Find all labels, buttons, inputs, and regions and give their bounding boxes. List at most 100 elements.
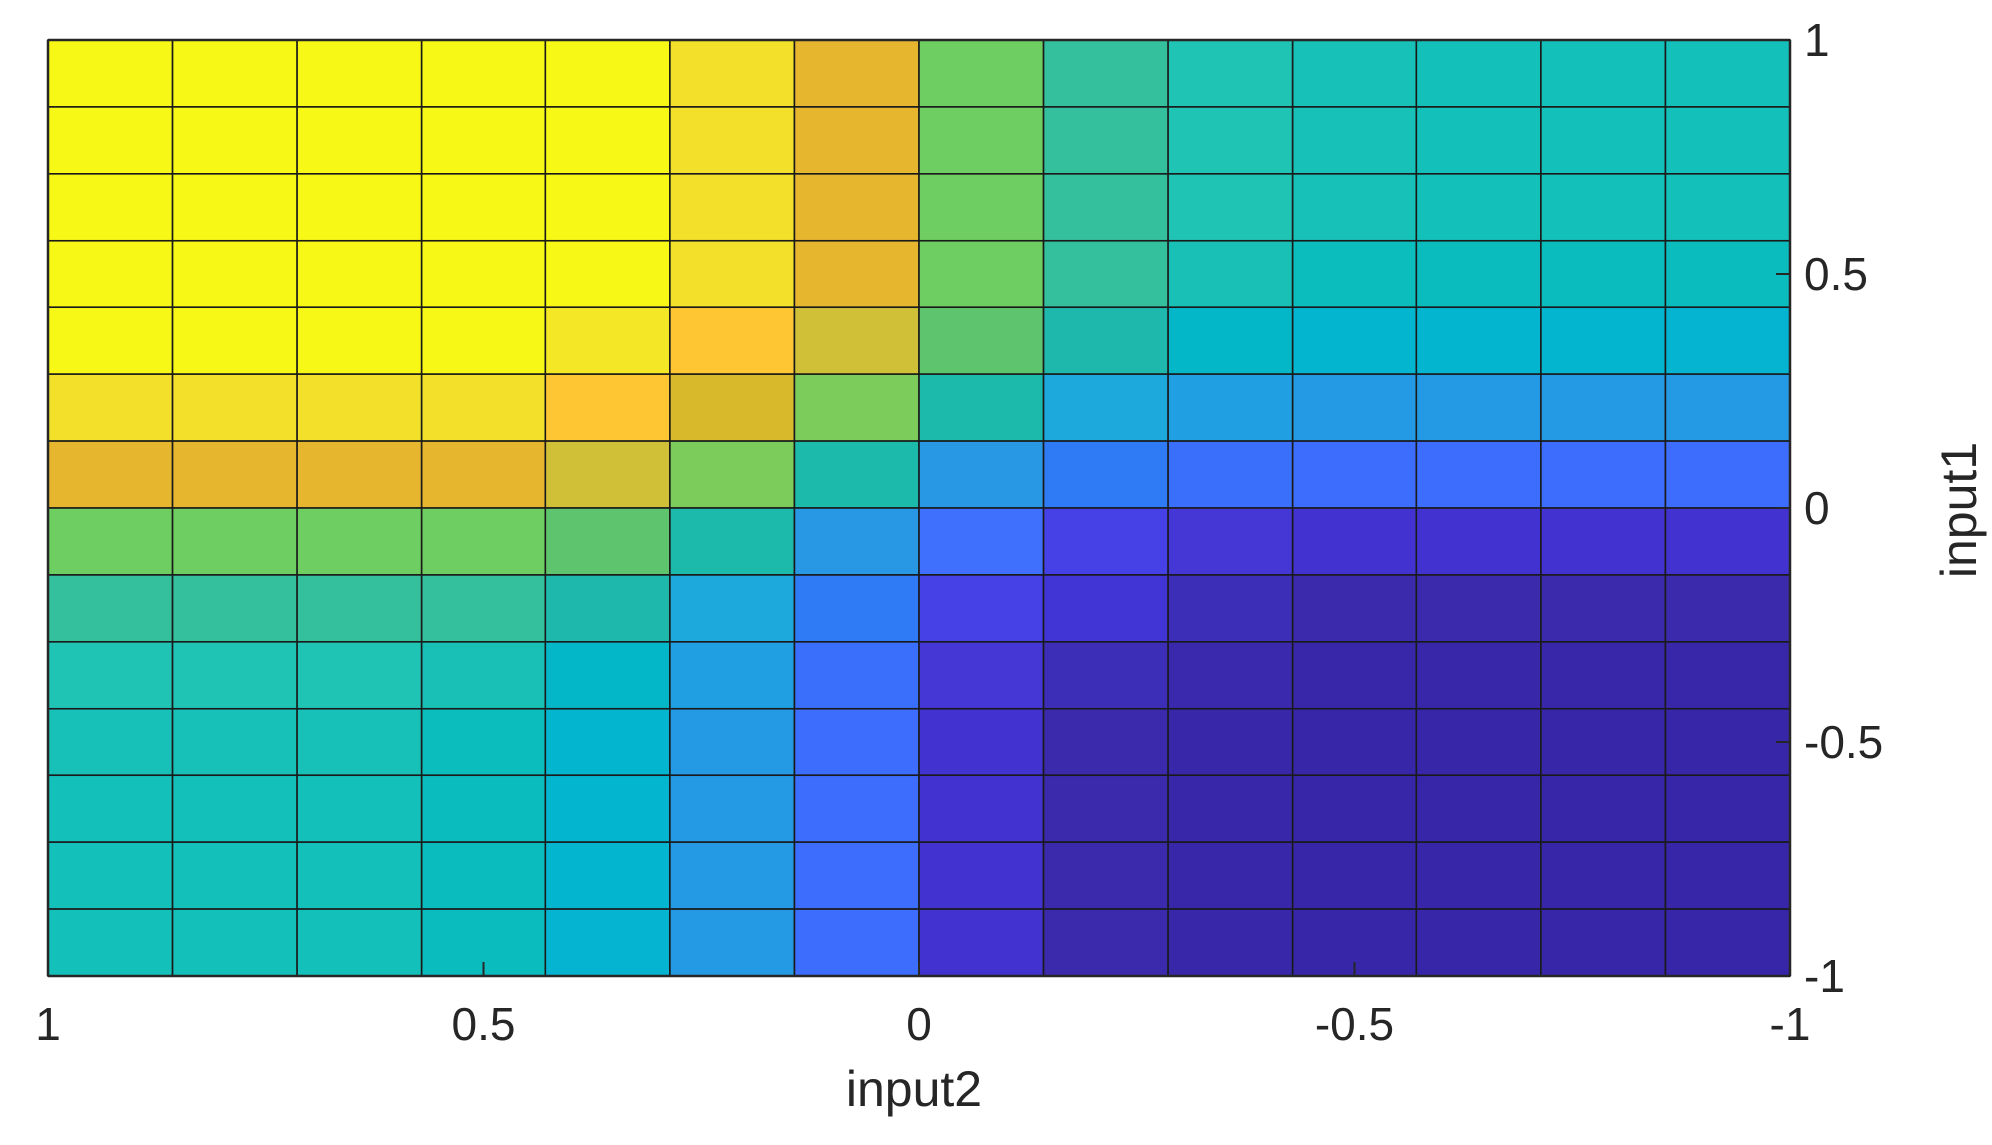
heatmap-cell (1291, 841, 1418, 910)
heatmap-cell (171, 841, 298, 910)
heatmap-cell (1291, 507, 1418, 576)
heatmap-cell (793, 641, 920, 710)
heatmap-cell (1415, 841, 1542, 910)
heatmap-cell (918, 373, 1045, 442)
heatmap-cell (420, 239, 547, 309)
heatmap-cell (1540, 574, 1667, 643)
heatmap-cell (793, 306, 920, 375)
heatmap-cell (1415, 507, 1542, 576)
heatmap-cell (171, 306, 298, 375)
heatmap-cell (544, 841, 671, 910)
heatmap-cell (296, 239, 423, 309)
heatmap-cell (171, 574, 298, 643)
x-axis-label: input2 (846, 1061, 982, 1117)
heatmap-cell (918, 507, 1045, 576)
heatmap-cell (669, 239, 796, 309)
heatmap-cell (793, 507, 920, 576)
heatmap-cell (918, 641, 1045, 710)
heatmap-cell (918, 106, 1045, 175)
heatmap-cell (1291, 106, 1418, 175)
heatmap-cell (1415, 440, 1542, 509)
heatmap-cell (1415, 641, 1542, 710)
heatmap-cell (1167, 39, 1294, 108)
heatmap-cell (669, 707, 796, 777)
heatmap-cell (171, 39, 298, 108)
heatmap-cell (420, 106, 547, 175)
heatmap-cell (1540, 841, 1667, 910)
heatmap-cell (1042, 39, 1169, 108)
heatmap-cell (669, 841, 796, 910)
heatmap-cell (1042, 373, 1169, 442)
heatmap-cell (1415, 306, 1542, 375)
heatmap-cell (171, 774, 298, 843)
heatmap-cell (171, 239, 298, 309)
heatmap-cell (669, 306, 796, 375)
heatmap-cell (544, 239, 671, 309)
heatmap-cell (1415, 106, 1542, 175)
heatmap-cell (669, 507, 796, 576)
heatmap-cell (1664, 39, 1791, 108)
heatmap-cell (1167, 707, 1294, 777)
heatmap-cell (793, 908, 920, 977)
heatmap-cell (1042, 440, 1169, 509)
heatmap-cell (918, 39, 1045, 108)
heatmap-cell (544, 574, 671, 643)
heatmap-cell (918, 574, 1045, 643)
heatmap-cell (1540, 39, 1667, 108)
heatmap-cell (1664, 373, 1791, 442)
heatmap-cell (1291, 239, 1418, 309)
heatmap-cell (296, 440, 423, 509)
heatmap-cell (669, 173, 796, 242)
heatmap-cell (171, 908, 298, 977)
heatmap-cell (47, 507, 174, 576)
heatmap-cell (420, 39, 547, 108)
heatmap-cell (793, 39, 920, 108)
y-tick-label: 0 (1804, 482, 1830, 534)
heatmap-cell (1042, 574, 1169, 643)
x-tick-label: -0.5 (1315, 998, 1394, 1050)
y-tick-label: -1 (1804, 950, 1845, 1002)
heatmap-cell (1167, 106, 1294, 175)
x-axis-ticks: 1 0.5 0 -0.5 -1 (35, 962, 1810, 1050)
heatmap-cell (1540, 707, 1667, 777)
heatmap-cell (420, 306, 547, 375)
heatmap-cell (296, 574, 423, 643)
heatmap-cell (544, 373, 671, 442)
heatmap-cell (544, 173, 671, 242)
heatmap-cell (1415, 774, 1542, 843)
heatmap-cell (669, 908, 796, 977)
heatmap-cell (296, 908, 423, 977)
heatmap-cell (171, 106, 298, 175)
x-tick-label: 0 (906, 998, 932, 1050)
heatmap-cell (918, 774, 1045, 843)
heatmap-cell (1167, 239, 1294, 309)
heatmap-cell (1291, 306, 1418, 375)
heatmap-cell (793, 173, 920, 242)
heatmap-cell (669, 774, 796, 843)
heatmap-cell (296, 774, 423, 843)
heatmap-cell (171, 507, 298, 576)
heatmap-cell (793, 440, 920, 509)
heatmap-cell (544, 707, 671, 777)
y-tick-label: 1 (1804, 14, 1830, 66)
heatmap-cell (1042, 239, 1169, 309)
heatmap-cell (1664, 707, 1791, 777)
heatmap-cell (1291, 173, 1418, 242)
heatmap-cell (1664, 173, 1791, 242)
heatmap-cell (47, 173, 174, 242)
heatmap-cell (1167, 507, 1294, 576)
heatmap-cell (296, 106, 423, 175)
heatmap-cell (1415, 239, 1542, 309)
heatmap-cell (47, 106, 174, 175)
heatmap-cell (47, 908, 174, 977)
heatmap-cell (669, 106, 796, 175)
heatmap-cell (420, 507, 547, 576)
heatmap-cell (1291, 707, 1418, 777)
heatmap-cell (420, 440, 547, 509)
heatmap-cell (1540, 373, 1667, 442)
heatmap-cell (47, 440, 174, 509)
heatmap-cell (918, 306, 1045, 375)
heatmap-cell (1167, 440, 1294, 509)
heatmap-cell (1664, 908, 1791, 977)
heatmap-cell (420, 373, 547, 442)
